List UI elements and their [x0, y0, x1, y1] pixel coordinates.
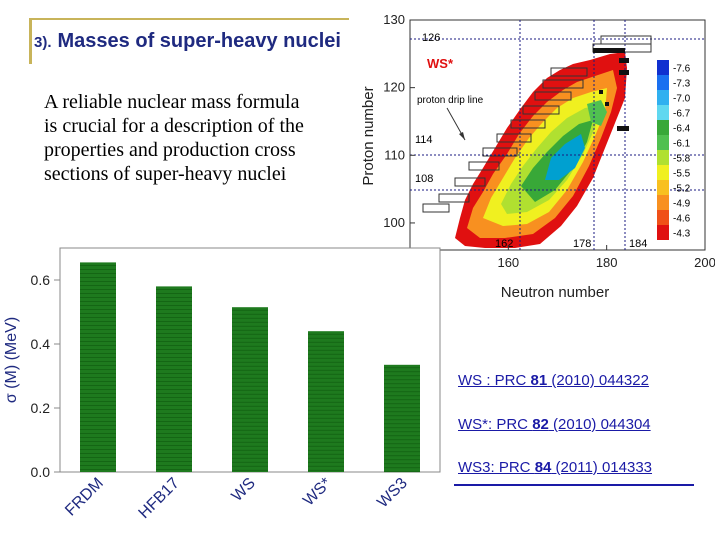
bar-rect	[80, 262, 116, 472]
ref-rest: (2010) 044322	[547, 372, 649, 389]
magic-proton-label: 108	[415, 173, 433, 185]
colorbar-swatch	[657, 60, 669, 75]
slide-title: 3). Masses of super-heavy nuclei	[34, 30, 341, 53]
slide-title-text: Masses of super-heavy nuclei	[57, 30, 341, 52]
map-y-tick-label: 120	[383, 80, 405, 95]
ref-volume: 81	[530, 372, 548, 389]
bar	[232, 307, 268, 472]
colorbar-swatch	[657, 180, 669, 195]
colorbar-label: -4.9	[673, 199, 691, 210]
bar	[384, 364, 420, 473]
magic-neutron-label: 162	[495, 238, 513, 250]
map-x-tick-label: 180	[596, 255, 618, 270]
magic-neutron-label: 178	[573, 238, 591, 250]
magic-proton-label: 114	[415, 134, 433, 146]
nuclide-map-figure: WS* proton drip line 126 114 108 162 178…	[360, 12, 715, 301]
bar-y-tick-label: 0.4	[31, 336, 51, 352]
colorbar-label: -4.3	[673, 229, 691, 240]
bar-category-label: HFB17	[136, 475, 183, 522]
map-y-tick-label: 110	[384, 147, 405, 162]
colorbar-label: -7.3	[673, 79, 691, 90]
colorbar-label: -5.5	[673, 169, 691, 180]
bar-category-label: FRDM	[62, 475, 107, 520]
map-label: WS*	[427, 56, 454, 71]
reference-ws[interactable]: WS : PRC 81 (2010) 044322	[458, 372, 649, 389]
title-accent-line	[29, 18, 349, 20]
mass-contour-core	[545, 134, 585, 180]
colorbar-swatch	[657, 165, 669, 180]
ref-prefix: WS3: PRC	[458, 459, 535, 476]
map-ylabel: Proton number	[360, 86, 377, 185]
magic-neutron-label: 184	[629, 238, 647, 250]
bar-y-tick-label: 0.0	[31, 464, 51, 480]
bar-ylabel: σ (M) (MeV)	[3, 317, 20, 403]
colorbar-swatch	[657, 225, 669, 240]
colorbar-swatch	[657, 195, 669, 210]
colorbar-swatch	[657, 120, 669, 135]
colorbar-label: -6.4	[673, 124, 691, 135]
references-underline	[454, 484, 694, 486]
colorbar-swatch	[657, 135, 669, 150]
colorbar-swatch	[657, 150, 669, 165]
map-y-tick-label: 130	[383, 12, 405, 27]
bar	[308, 331, 344, 472]
intro-text: A reliable nuclear mass formula is cruci…	[44, 90, 344, 186]
map-x-tick-label: 160	[497, 255, 519, 270]
bar-y-tick-label: 0.6	[31, 272, 51, 288]
bar-marks	[80, 262, 420, 473]
colorbar-swatch	[657, 90, 669, 105]
title-accent-bar	[29, 18, 32, 64]
ref-rest: (2011) 014333	[551, 459, 653, 476]
intro-line: A reliable nuclear mass formula	[44, 91, 300, 113]
colorbar-swatch	[657, 210, 669, 225]
intro-line: properties and production cross	[44, 139, 296, 161]
bar-category-label: WS3	[374, 475, 411, 512]
ref-prefix: WS*: PRC	[458, 416, 533, 433]
rms-deviation-bar-chart: 0.0 0.2 0.4 0.6 FRDM HFB17 WS WS* WS3 σ (M) (Me…	[3, 247, 441, 522]
map-xlabel: Neutron number	[501, 284, 609, 301]
colorbar-swatch	[657, 105, 669, 120]
bar-y-axis: 0.0 0.2 0.4 0.6	[31, 272, 60, 480]
bar	[80, 262, 116, 472]
arrow-head-icon	[459, 132, 465, 140]
colorbar-label: -5.8	[673, 154, 691, 165]
bar-category-label: WS	[229, 475, 259, 505]
intro-line: is crucial for a description of the	[44, 115, 304, 137]
colorbar-swatch	[657, 75, 669, 90]
ref-volume: 82	[532, 416, 549, 433]
colorbar-label: -7.0	[673, 94, 691, 105]
bar-category-label: WS*	[300, 475, 335, 510]
colorbar-label: -5.2	[673, 184, 691, 195]
bar	[156, 286, 192, 472]
reference-ws-star[interactable]: WS*: PRC 82 (2010) 044304	[458, 416, 651, 433]
map-axes: 140160180200100110120130	[383, 12, 715, 270]
known-nuclide-boxes	[422, 35, 652, 213]
map-x-tick-label: 200	[694, 255, 715, 270]
colorbar-label: -6.1	[673, 139, 691, 150]
magic-proton-label: 126	[422, 32, 440, 44]
intro-line: sections of super-heavy nuclei	[44, 163, 287, 185]
predicted-nuclide-markers	[593, 48, 629, 131]
bar-rect	[384, 364, 420, 472]
bar-x-labels: FRDM HFB17 WS WS* WS3	[62, 475, 411, 522]
colorbar-label: -4.6	[673, 214, 691, 225]
reference-ws3[interactable]: WS3: PRC 84 (2011) 014333	[458, 459, 652, 476]
ref-rest: (2010) 044304	[548, 416, 651, 433]
ref-prefix: WS : PRC	[458, 372, 531, 389]
colorbar-label: -6.7	[673, 109, 691, 120]
ref-volume: 84	[534, 459, 552, 476]
map-y-tick-label: 100	[383, 215, 405, 230]
mass-contour-region	[455, 52, 627, 248]
bar-rect	[156, 286, 192, 472]
drip-line-annotation: proton drip line	[417, 95, 484, 106]
bar-y-tick-label: 0.2	[31, 400, 51, 416]
bar-rect	[308, 331, 344, 472]
bar-rect	[232, 307, 268, 472]
colorbar-label: -7.6	[673, 64, 691, 75]
slide-number: 3).	[34, 34, 52, 51]
colorbar: -7.6 -7.3 -7.0 -6.7 -6.4 -6.1 -5.8 -5.5 -5.2 -4.9…	[657, 60, 691, 240]
